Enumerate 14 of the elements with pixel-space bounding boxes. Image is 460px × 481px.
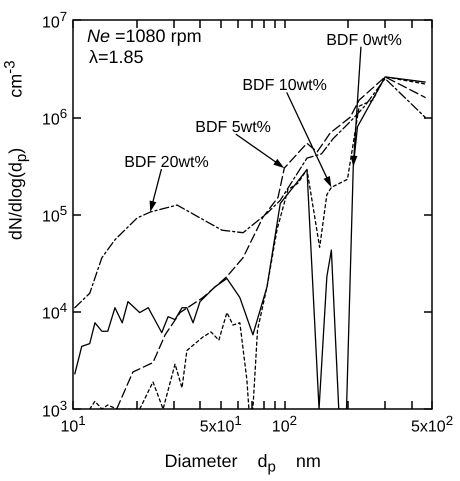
annotation: Ne =1080 rpm xyxy=(87,26,202,47)
x-tick-label: 10$^{2}$ xyxy=(272,413,298,436)
x-tick-label: 5x10$^{1}$ xyxy=(200,413,242,436)
y-tick-label: 10$^{4}$ xyxy=(42,300,68,324)
annotation: BDF 0wt% xyxy=(326,32,402,50)
annotation: BDF 5wt% xyxy=(195,119,271,138)
y-tick-label: 10$^{7}$ xyxy=(42,8,68,32)
y-tick-label: 10$^{5}$ xyxy=(42,203,68,226)
annotation: BDF 20wt% xyxy=(124,154,209,172)
text: Diameter d$_{p}$ nm xyxy=(164,451,321,476)
annotation: λ=1.85 xyxy=(89,47,144,68)
annotation: BDF 10wt% xyxy=(242,77,327,96)
x-tick-label: 5x10$^{2}$ xyxy=(411,413,454,436)
y-tick-label: 10$^{6}$ xyxy=(42,106,68,130)
